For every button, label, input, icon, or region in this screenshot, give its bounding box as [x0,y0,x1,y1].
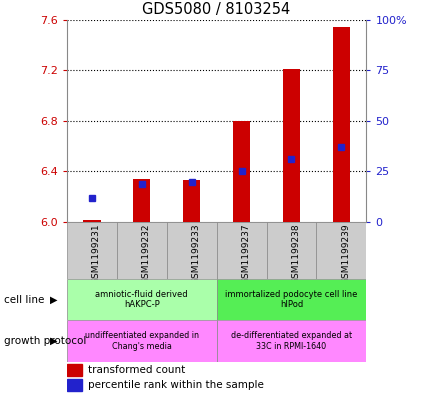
Bar [117,222,166,279]
Bar [166,222,216,279]
Text: GSM1199238: GSM1199238 [291,224,300,285]
Text: ▶: ▶ [50,295,58,305]
Text: percentile rank within the sample: percentile rank within the sample [88,380,263,391]
Bar [67,320,216,362]
Text: GSM1199237: GSM1199237 [241,224,250,285]
Bar [282,69,300,222]
Text: GSM1199231: GSM1199231 [92,224,101,285]
Bar [232,121,250,222]
Text: growth protocol: growth protocol [4,336,86,346]
Text: amniotic-fluid derived
hAKPC-P: amniotic-fluid derived hAKPC-P [95,290,187,309]
Bar [216,222,266,279]
Bar [83,220,100,222]
Bar [132,179,150,222]
Text: de-differentiated expanded at
33C in RPMI-1640: de-differentiated expanded at 33C in RPM… [230,331,351,351]
Text: cell line: cell line [4,295,45,305]
Bar [67,279,216,320]
Bar [182,180,200,222]
Text: GSM1199232: GSM1199232 [141,224,150,284]
Text: GSM1199239: GSM1199239 [341,224,350,285]
Text: transformed count: transformed count [88,365,184,375]
Bar [67,364,82,376]
Bar [316,222,366,279]
Bar [67,222,117,279]
Text: GSM1199233: GSM1199233 [191,224,200,285]
Bar [67,380,82,391]
Text: undiffeentiated expanded in
Chang's media: undiffeentiated expanded in Chang's medi… [84,331,198,351]
Bar [332,27,349,222]
Bar [216,320,366,362]
Text: immortalized podocyte cell line
hIPod: immortalized podocyte cell line hIPod [225,290,357,309]
Title: GDS5080 / 8103254: GDS5080 / 8103254 [142,2,290,17]
Bar [266,222,316,279]
Text: ▶: ▶ [50,336,58,346]
Bar [216,279,366,320]
